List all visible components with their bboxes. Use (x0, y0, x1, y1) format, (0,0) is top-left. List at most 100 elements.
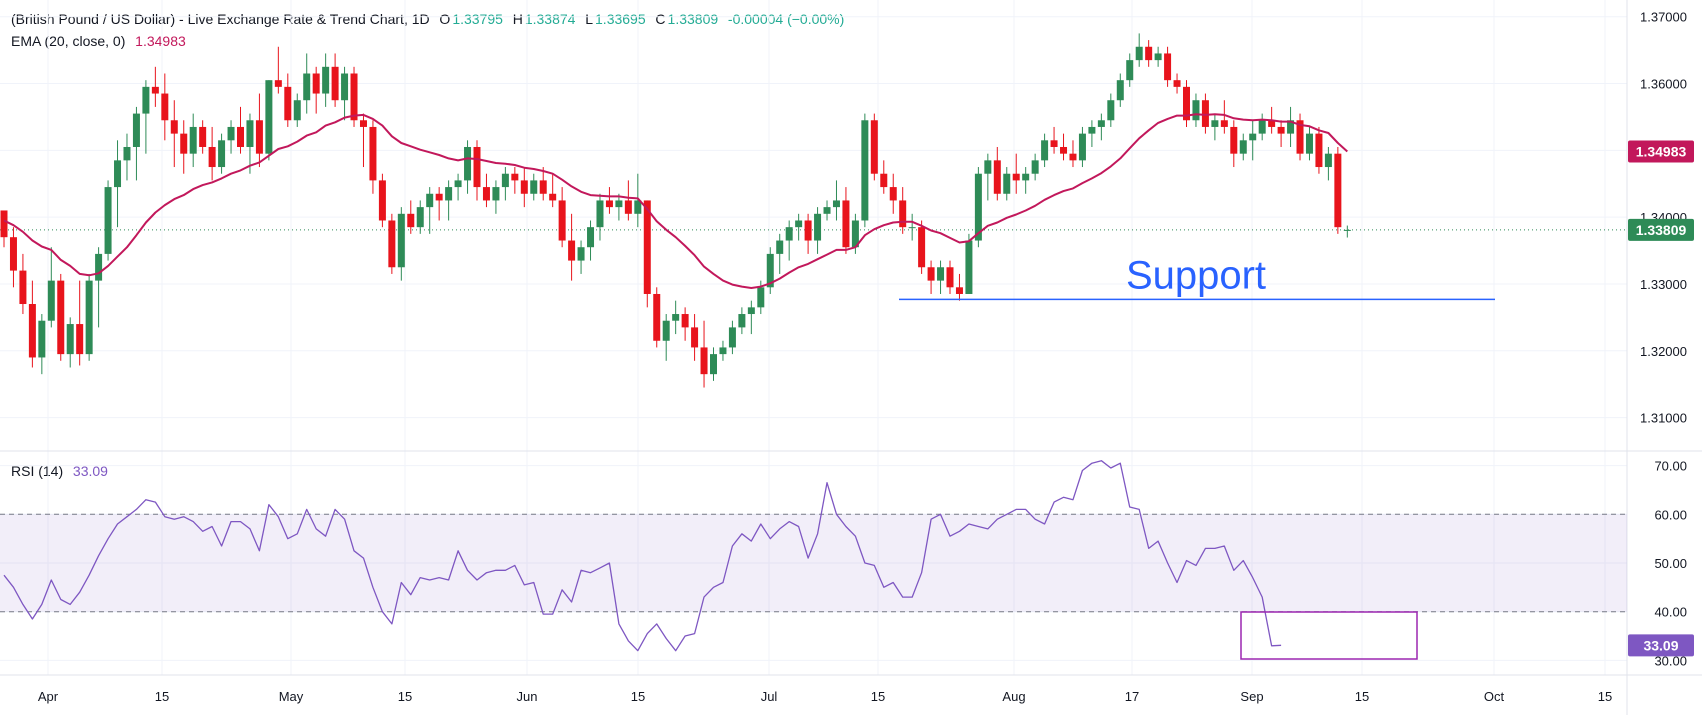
candle-body (1154, 53, 1162, 61)
candle-body (539, 180, 547, 194)
ema-value: 1.34983 (135, 33, 186, 49)
time-tick-label: 15 (1355, 689, 1369, 704)
candle-body (199, 126, 207, 147)
time-tick-label: 17 (1125, 689, 1139, 704)
candle-body (293, 100, 301, 121)
candle-body (653, 293, 661, 341)
candle-body (416, 207, 424, 228)
candle-body (388, 220, 396, 268)
candle-body (757, 287, 765, 308)
candle-body (842, 200, 850, 248)
rsi-axis-label: 33.09 (1643, 637, 1678, 653)
rsi-tick-label: 70.00 (1654, 459, 1687, 474)
candle-body (549, 193, 557, 201)
candle-body (577, 247, 585, 261)
candle-body (1116, 80, 1124, 101)
open-label: O (439, 11, 451, 27)
candle-body (1060, 146, 1068, 154)
candle-body (927, 267, 935, 281)
candle-body (19, 270, 27, 305)
candle-body (47, 280, 55, 321)
candle-body (1220, 120, 1228, 127)
rsi-tick-label: 40.00 (1654, 605, 1687, 620)
candle-body (85, 280, 93, 355)
candle-body (870, 120, 878, 174)
candle-body (57, 280, 65, 355)
ema-axis-label: 1.34983 (1636, 143, 1687, 159)
candle-body (832, 200, 840, 208)
candle-body (104, 187, 112, 254)
time-tick-label: 15 (398, 689, 412, 704)
candle-body (0, 210, 8, 238)
high-value: 1.33874 (524, 11, 576, 27)
candle-body (596, 200, 604, 228)
candle-body (1324, 153, 1332, 168)
time-tick-label: Apr (38, 689, 59, 704)
candle-body (700, 347, 708, 375)
candle-body (965, 240, 973, 294)
chart-header: (British Pound / US Dollar) - Live Excha… (11, 11, 846, 27)
candle-body (227, 126, 235, 141)
candle-body (691, 327, 699, 348)
last-price-axis-label: 1.33809 (1636, 222, 1687, 238)
candle-body (189, 126, 197, 154)
candle-body (1050, 140, 1058, 147)
candle-body (766, 253, 774, 288)
time-tick-label: Jul (761, 689, 778, 704)
candle-body (274, 80, 282, 87)
candle-body (587, 227, 595, 248)
candle-body (180, 133, 188, 154)
candle-body (473, 146, 481, 188)
time-tick-label: Sep (1240, 689, 1263, 704)
low-label: L (585, 11, 594, 27)
candle-body (1022, 173, 1030, 181)
time-tick-label: May (279, 689, 304, 704)
candle-body (1249, 133, 1257, 141)
candle-body (9, 237, 17, 271)
candle-body (1334, 153, 1342, 228)
candle-body (558, 200, 566, 241)
candle-body (937, 267, 945, 281)
candle-body (38, 320, 46, 358)
candle-body (1126, 60, 1134, 81)
price-tick-label: 1.33000 (1640, 277, 1687, 292)
candle-body (359, 120, 367, 127)
rsi-line (3, 460, 1282, 652)
candle-body (1258, 120, 1266, 134)
candle-body (974, 173, 982, 241)
candle-body (1277, 126, 1285, 134)
candle-body (1012, 173, 1020, 181)
candle-body (218, 140, 226, 168)
candle-body (993, 160, 1001, 194)
candle-body (1003, 173, 1011, 194)
open-value: 1.33795 (452, 11, 503, 27)
time-tick-label: Jun (517, 689, 538, 704)
candle-body (1201, 100, 1209, 127)
candle-body (464, 146, 472, 181)
candle-body (1211, 120, 1219, 127)
candle-body (312, 73, 320, 94)
support-label: Support (1126, 253, 1266, 297)
candle-body (397, 213, 405, 268)
high-label: H (512, 11, 523, 27)
candle-body (1296, 120, 1304, 154)
candle-body (1305, 133, 1313, 154)
candle-body (435, 193, 443, 201)
last-price-axis-label-bg (1628, 218, 1694, 241)
time-tick-label: 15 (871, 689, 885, 704)
candle-body (568, 240, 576, 261)
time-tick-label: Aug (1002, 689, 1025, 704)
candle-body (908, 227, 916, 229)
candle-body (341, 73, 349, 101)
ema-line (3, 113, 1348, 289)
candle-body (1164, 53, 1172, 81)
candle-body (322, 66, 330, 94)
candle-body (492, 187, 500, 201)
ema-axis-label-bg (1628, 140, 1694, 163)
candle-body (350, 73, 358, 121)
candle-body (1135, 46, 1143, 61)
candle-body (1069, 153, 1077, 161)
candle-body (151, 86, 159, 94)
candle-body (804, 220, 812, 241)
rsi-legend: RSI (14) 33.09 (11, 463, 110, 479)
